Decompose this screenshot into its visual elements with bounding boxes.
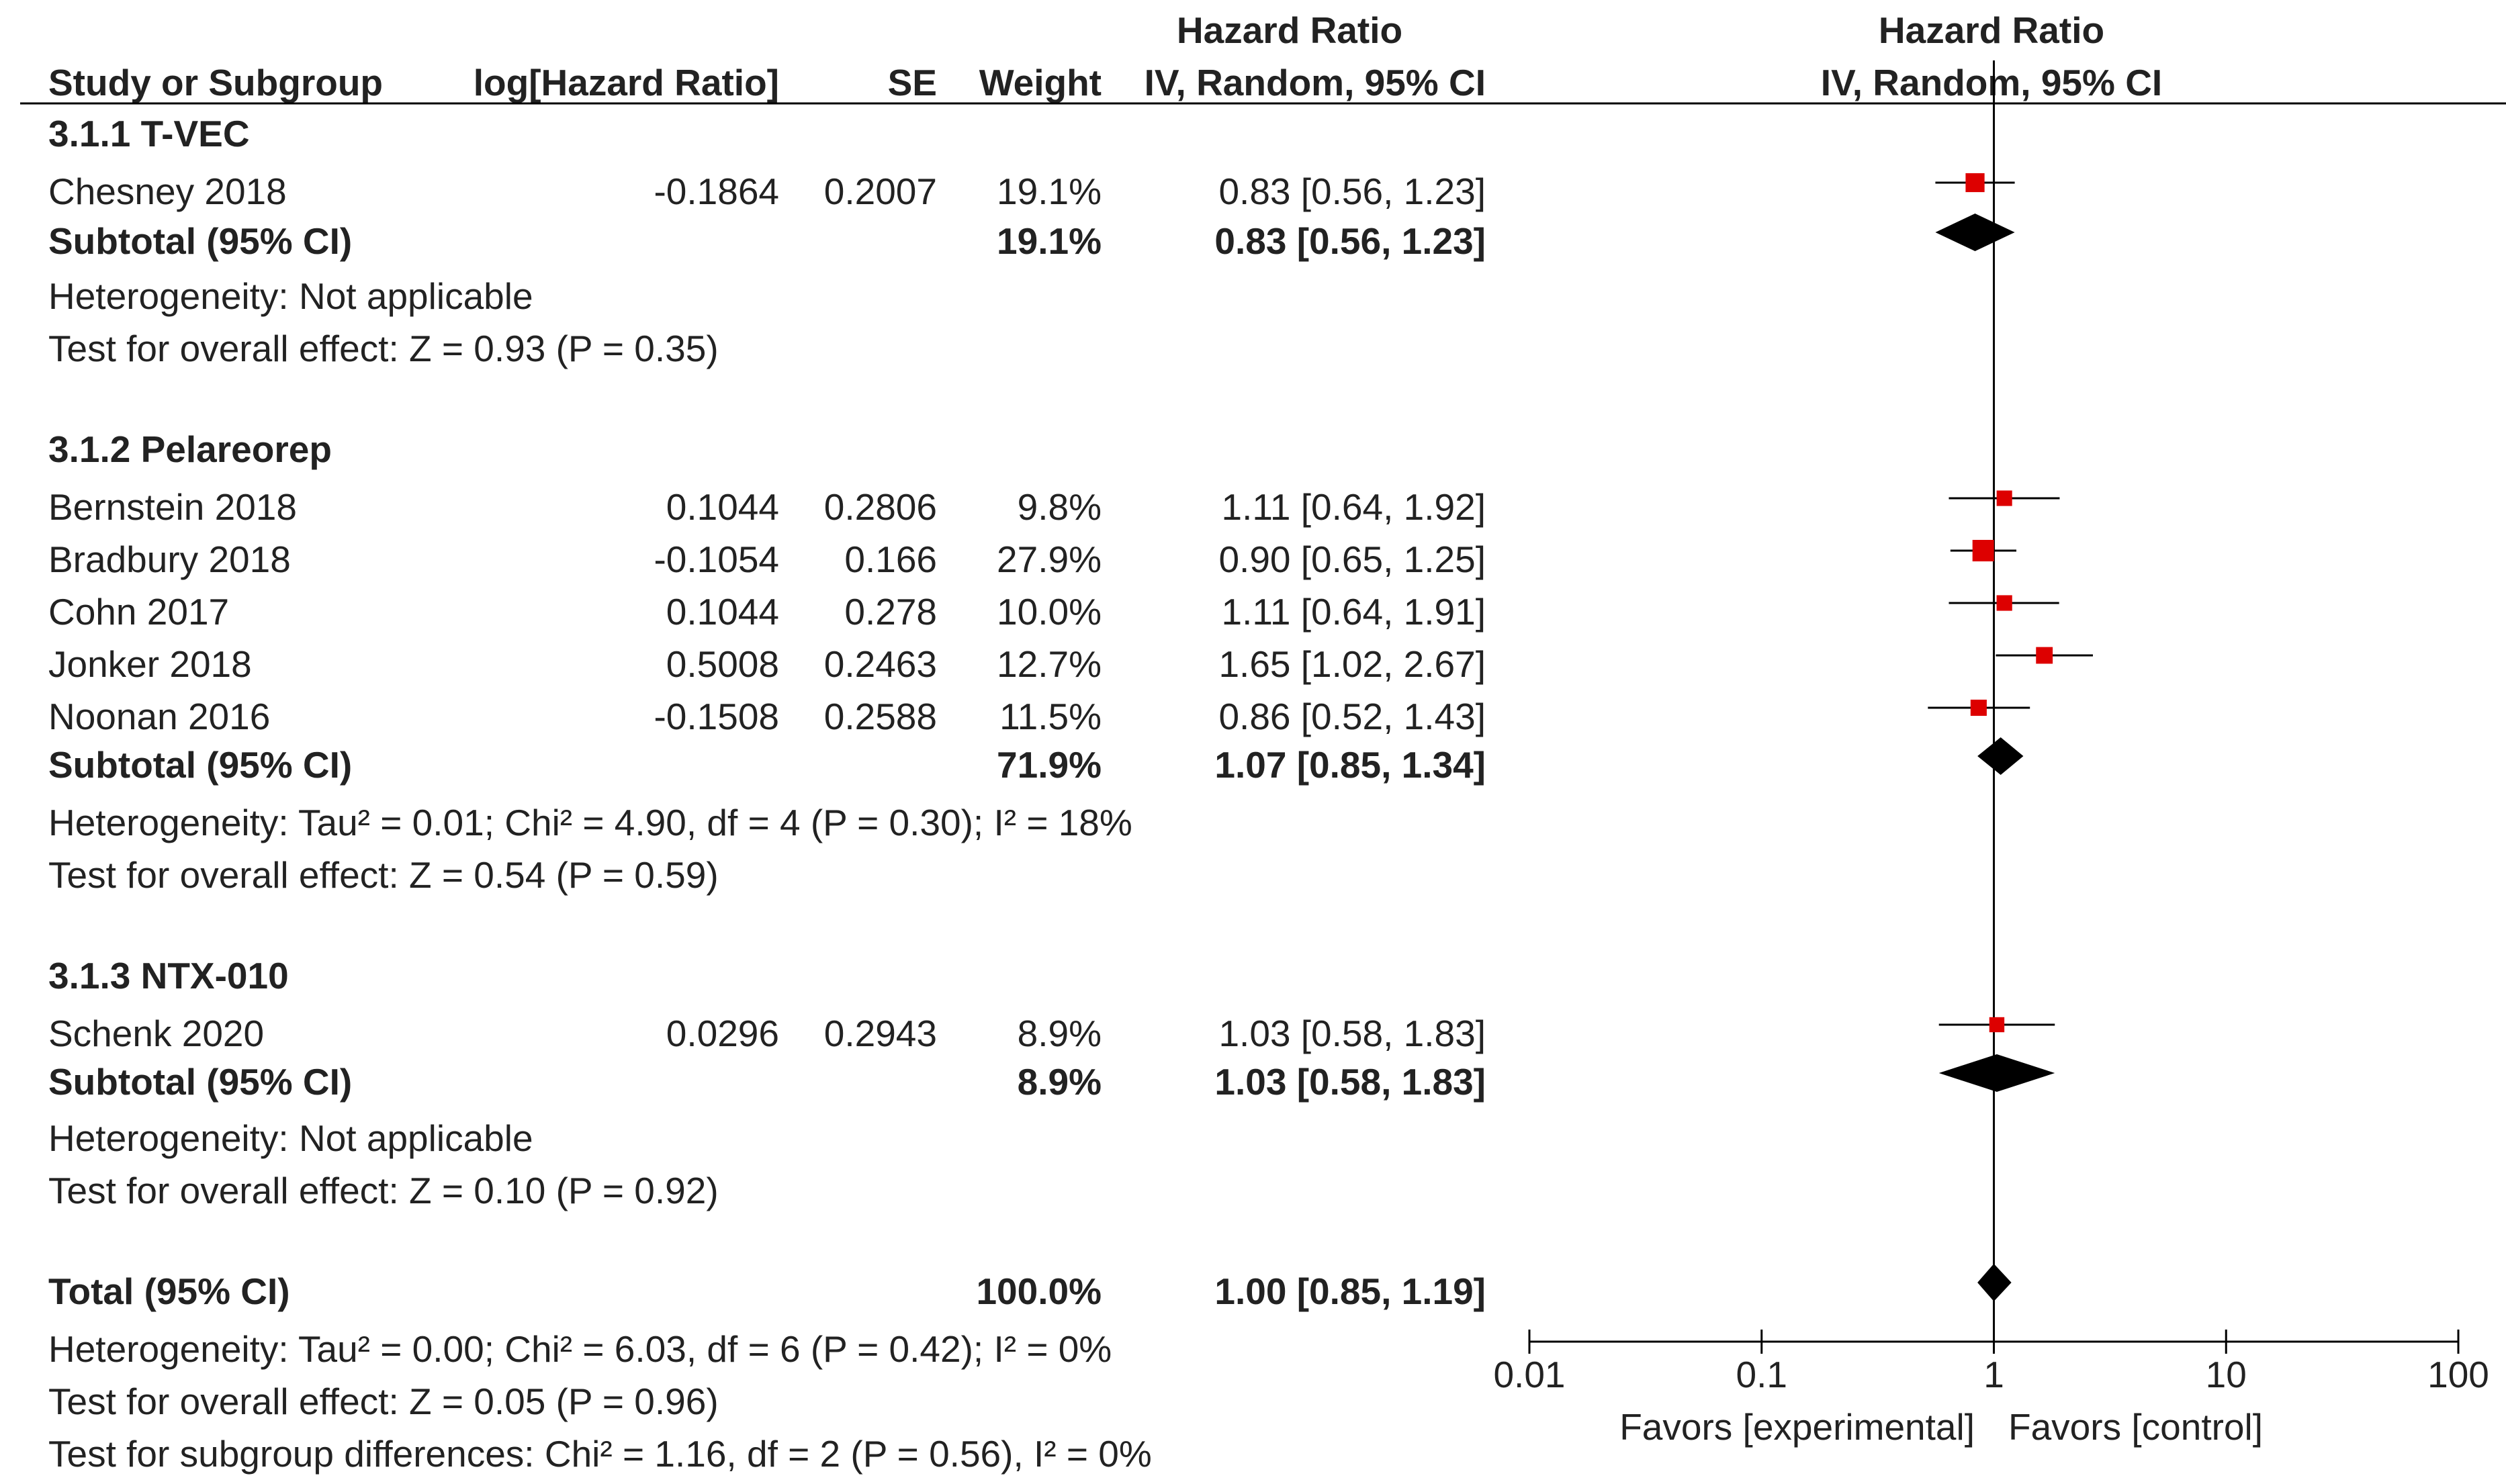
study-se: 0.2943 — [823, 1013, 937, 1054]
study-log-hr: -0.1864 — [654, 171, 779, 212]
study-ci: 0.90 [0.65, 1.25] — [1218, 539, 1486, 580]
study-weight: 11.5% — [999, 696, 1102, 737]
study-name: Jonker 2018 — [48, 643, 252, 685]
study-marker — [1970, 699, 1987, 716]
se-column-header: SE — [887, 62, 937, 103]
study-log-hr: 0.1044 — [666, 486, 779, 528]
total-diamond — [1977, 1264, 2012, 1301]
subtotal-label: Subtotal (95% CI) — [48, 1061, 353, 1103]
axis-tick-label: 100 — [2427, 1354, 2489, 1395]
study-marker — [1989, 1017, 2005, 1033]
study-marker — [1965, 173, 1985, 193]
study-marker — [1972, 540, 1994, 561]
subtotal-ci: 0.83 [0.56, 1.23] — [1214, 220, 1486, 262]
total-overall-effect-text: Test for overall effect: Z = 0.05 (P = 0… — [48, 1381, 719, 1422]
study-se: 0.2588 — [823, 696, 937, 737]
study-name: Chesney 2018 — [48, 171, 287, 212]
study-weight: 8.9% — [1017, 1013, 1102, 1054]
study-marker — [2036, 647, 2053, 664]
group-title: 3.1.1 T-VEC — [48, 113, 250, 154]
weight-column-header: Weight — [979, 62, 1102, 103]
study-log-hr: -0.1054 — [654, 539, 779, 580]
subtotal-diamond — [1977, 737, 2024, 775]
study-name: Noonan 2016 — [48, 696, 271, 737]
study-ci: 1.03 [0.58, 1.83] — [1218, 1013, 1486, 1054]
favors-control-label: Favors [control] — [2008, 1406, 2264, 1448]
total-ci: 1.00 [0.85, 1.19] — [1214, 1270, 1486, 1312]
study-marker — [1996, 490, 2012, 506]
study-log-hr: 0.1044 — [666, 591, 779, 633]
subtotal-weight: 19.1% — [997, 220, 1102, 262]
study-weight: 10.0% — [997, 591, 1102, 633]
group-title: 3.1.3 NTX-010 — [48, 955, 289, 996]
study-ci: 1.65 [1.02, 2.67] — [1218, 643, 1486, 685]
subgroup-differences-text: Test for subgroup differences: Chi² = 1.… — [48, 1433, 1152, 1475]
study-se: 0.2806 — [823, 486, 937, 528]
total-label: Total (95% CI) — [48, 1270, 290, 1312]
study-name: Schenk 2020 — [48, 1013, 265, 1054]
study-weight: 19.1% — [997, 171, 1102, 212]
subtotal-weight: 71.9% — [997, 744, 1102, 786]
axis-tick-label: 1 — [1983, 1354, 2004, 1395]
study-se: 0.166 — [844, 539, 937, 580]
study-name: Bradbury 2018 — [48, 539, 291, 580]
study-log-hr: -0.1508 — [654, 696, 779, 737]
study-weight: 27.9% — [997, 539, 1102, 580]
study-ci: 1.11 [0.64, 1.91] — [1221, 591, 1486, 633]
hr-column-title: Hazard Ratio — [1176, 9, 1403, 51]
study-ci: 0.83 [0.56, 1.23] — [1218, 171, 1486, 212]
favors-experimental-label: Favors [experimental] — [1619, 1406, 1975, 1448]
overall-effect-text: Test for overall effect: Z = 0.54 (P = 0… — [48, 854, 719, 896]
study-ci: 0.86 [0.52, 1.43] — [1218, 696, 1486, 737]
study-se: 0.2463 — [823, 643, 937, 685]
axis-tick-label: 0.1 — [1736, 1354, 1787, 1395]
study-marker — [1996, 595, 2012, 611]
study-column-header: Study or Subgroup — [48, 62, 384, 103]
study-name: Cohn 2017 — [48, 591, 230, 633]
study-weight: 12.7% — [997, 643, 1102, 685]
group-title: 3.1.2 Pelareorep — [48, 428, 332, 470]
hr-method-header: IV, Random, 95% CI — [1144, 62, 1486, 103]
overall-effect-text: Test for overall effect: Z = 0.10 (P = 0… — [48, 1170, 719, 1211]
study-ci: 1.11 [0.64, 1.92] — [1221, 486, 1486, 528]
axis-tick-label: 0.01 — [1493, 1354, 1566, 1395]
subtotal-diamond — [1938, 1054, 2055, 1092]
heterogeneity-text: Heterogeneity: Not applicable — [48, 1117, 533, 1159]
study-se: 0.278 — [844, 591, 937, 633]
study-se: 0.2007 — [823, 171, 937, 212]
axis-tick-label: 10 — [2205, 1354, 2247, 1395]
plot-title: Hazard Ratio — [1878, 9, 2105, 51]
study-weight: 9.8% — [1017, 486, 1102, 528]
subtotal-ci: 1.07 [0.85, 1.34] — [1214, 744, 1486, 786]
total-weight: 100.0% — [976, 1270, 1102, 1312]
heterogeneity-text: Heterogeneity: Not applicable — [48, 275, 533, 317]
subtotal-label: Subtotal (95% CI) — [48, 744, 353, 786]
overall-effect-text: Test for overall effect: Z = 0.93 (P = 0… — [48, 328, 719, 369]
log-hr-column-header: log[Hazard Ratio] — [473, 62, 779, 103]
subtotal-label: Subtotal (95% CI) — [48, 220, 353, 262]
subtotal-weight: 8.9% — [1017, 1061, 1102, 1103]
study-name: Bernstein 2018 — [48, 486, 297, 528]
subtotal-diamond — [1935, 214, 2015, 251]
total-heterogeneity-text: Heterogeneity: Tau² = 0.00; Chi² = 6.03,… — [48, 1328, 1112, 1370]
subtotal-ci: 1.03 [0.58, 1.83] — [1214, 1061, 1486, 1103]
heterogeneity-text: Heterogeneity: Tau² = 0.01; Chi² = 4.90,… — [48, 802, 1132, 843]
study-log-hr: 0.5008 — [666, 643, 779, 685]
study-log-hr: 0.0296 — [666, 1013, 779, 1054]
plot-method-header: IV, Random, 95% CI — [1820, 62, 2163, 103]
